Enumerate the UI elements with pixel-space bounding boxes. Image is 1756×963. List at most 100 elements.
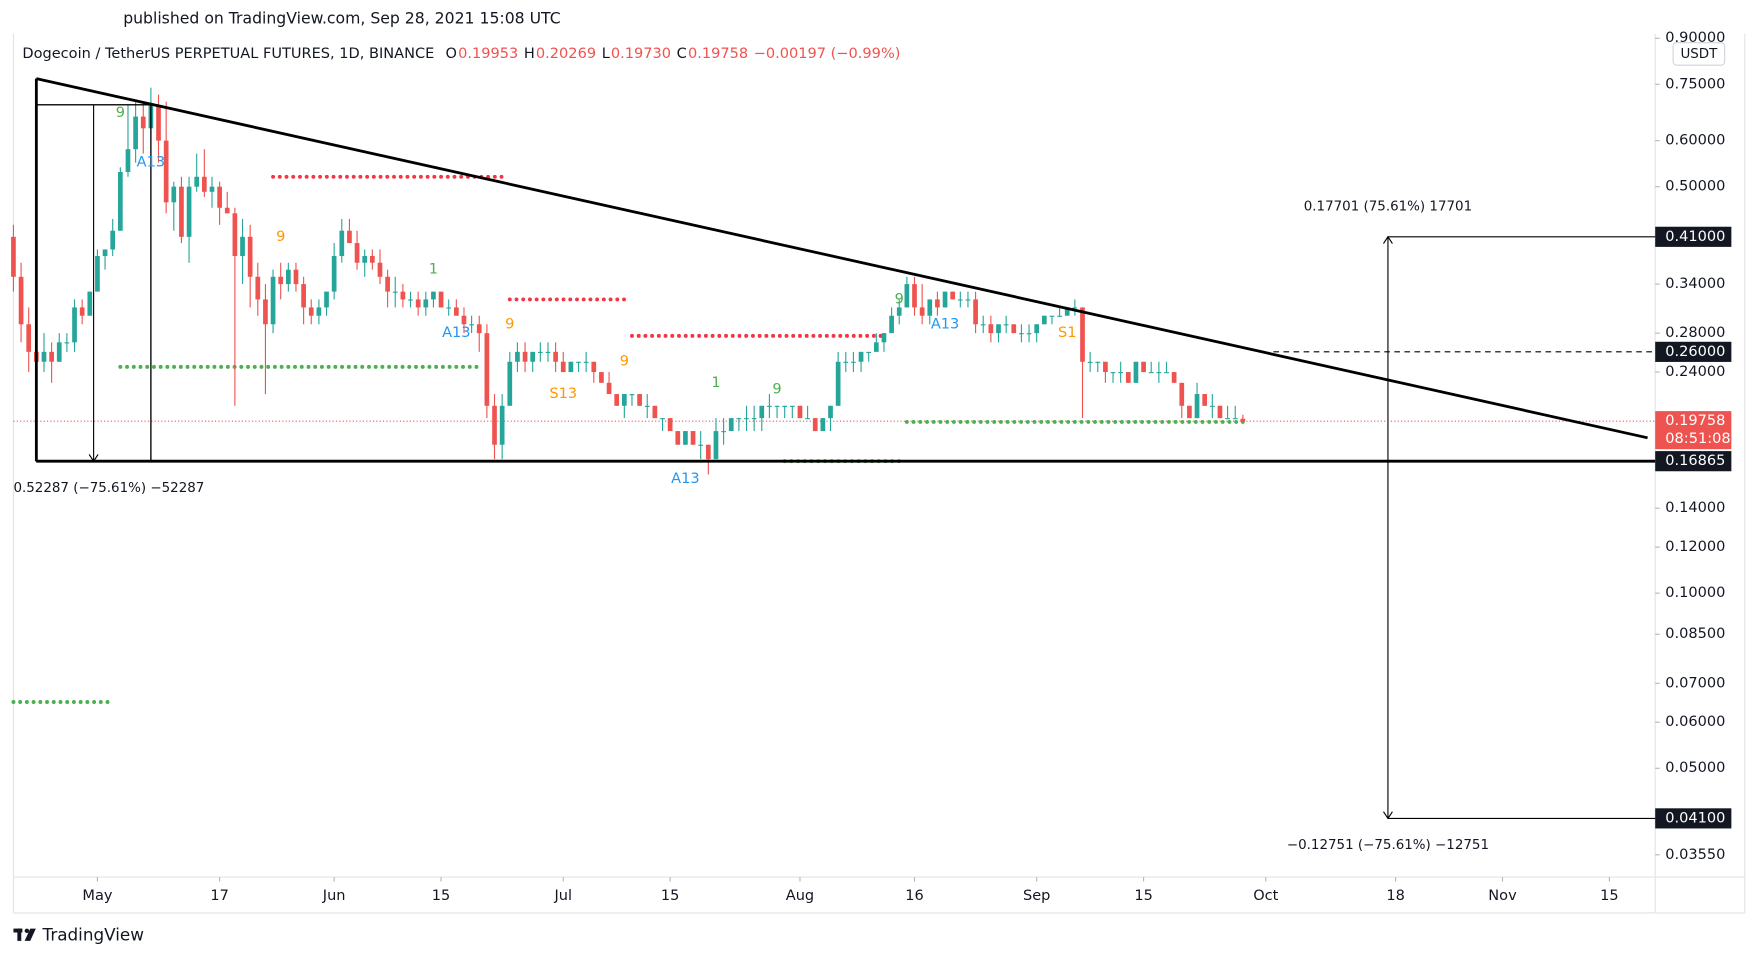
level-label-box <box>1655 226 1732 247</box>
level-label: 0.16865 <box>1665 452 1725 469</box>
candle-body <box>927 299 933 316</box>
y-tick-label: 0.12000 <box>1665 538 1725 555</box>
candle-body <box>957 299 963 301</box>
candle-body <box>683 431 688 445</box>
candle-body <box>980 324 986 326</box>
candle-body <box>996 324 1001 334</box>
plot: 9 A13 9 1 A13 9 S13 9 A13 1 9 9 A13 S1 <box>11 77 1656 820</box>
candle-body <box>1057 315 1062 317</box>
candle-body <box>896 307 902 316</box>
candle-body <box>1011 324 1017 334</box>
candle-body <box>537 351 543 353</box>
candle-body <box>194 176 200 187</box>
candle-body <box>835 361 841 406</box>
candle-body <box>285 269 291 285</box>
y-tick-label: 0.50000 <box>1665 178 1725 195</box>
candle-body <box>49 351 54 362</box>
x-tick-label: Oct <box>1253 887 1278 904</box>
candle-body <box>263 299 268 325</box>
candle-body <box>240 236 245 257</box>
candle-body <box>851 361 856 363</box>
candle-body <box>545 351 551 353</box>
x-tick-label: Aug <box>786 887 814 904</box>
candle-body <box>415 299 421 308</box>
x-tick-label: 15 <box>1600 887 1619 904</box>
level-label-box <box>1655 451 1732 472</box>
candle-body <box>522 351 528 362</box>
candle-body <box>392 291 398 293</box>
candle-body <box>64 342 70 344</box>
candle-body <box>1125 372 1131 383</box>
y-tick-label: 0.08500 <box>1665 625 1725 642</box>
candle-body <box>1110 372 1116 374</box>
candle-body <box>171 186 177 203</box>
candle-body <box>560 361 566 373</box>
x-tick-label: 15 <box>1134 887 1153 904</box>
candle-body <box>904 284 910 308</box>
candle-body <box>1148 372 1154 374</box>
candle-body <box>224 207 230 214</box>
candle-body <box>515 351 520 362</box>
candle-body <box>1133 361 1139 383</box>
candle-body <box>942 291 948 308</box>
candle-body <box>705 444 711 460</box>
candle-body <box>782 405 788 407</box>
candle-body <box>583 361 589 363</box>
candle-body <box>812 418 818 432</box>
level-label: 0.26000 <box>1665 343 1725 360</box>
candle-body <box>301 284 306 308</box>
candle-body <box>767 405 772 407</box>
candle-body <box>354 243 360 263</box>
candle-body <box>698 444 704 446</box>
x-tick-label: Jul <box>553 887 572 904</box>
currency: USDT <box>1680 47 1718 62</box>
candle-body <box>1080 307 1085 362</box>
candle-body <box>1072 307 1078 309</box>
x-tick-label: Nov <box>1488 887 1517 904</box>
candle-body <box>935 299 940 308</box>
td-annotation: 9 <box>772 380 781 397</box>
candle-body <box>102 249 108 257</box>
measure-arrowhead <box>88 454 99 463</box>
y-tick-label: 0.03550 <box>1665 846 1725 863</box>
candle-body <box>95 256 100 292</box>
legend-change: −0.00197 (−0.99%) <box>754 45 901 62</box>
candle-body <box>476 324 482 334</box>
candle-body <box>1187 405 1192 419</box>
candle-body <box>1019 333 1024 335</box>
candle-body <box>72 307 77 343</box>
candle-body <box>255 276 261 300</box>
candle-body <box>232 213 238 257</box>
candle-body <box>369 256 375 263</box>
level-label-box <box>1655 808 1732 829</box>
candle-body <box>1156 372 1162 374</box>
x-tick-label: Jun <box>322 887 346 904</box>
candle-body <box>744 418 749 420</box>
candle-body <box>805 418 810 420</box>
x-tick-label: Sep <box>1023 887 1050 904</box>
y-tick-label: 0.05000 <box>1665 759 1725 776</box>
y-tick-label: 0.14000 <box>1665 499 1725 516</box>
candle-body <box>247 236 253 277</box>
td-annotation: A13 <box>137 154 165 171</box>
candle-body <box>278 276 284 285</box>
candle-body <box>614 394 620 406</box>
candle-body <box>26 324 32 352</box>
td-annotation: A13 <box>931 315 959 332</box>
x-tick-label: May <box>82 887 112 904</box>
candle-body <box>713 431 719 460</box>
candle-body <box>1209 405 1215 407</box>
y-tick-label: 0.60000 <box>1665 132 1725 149</box>
candle-body <box>1232 418 1238 420</box>
candle-body <box>492 405 497 445</box>
td-annotation: 1 <box>429 261 438 278</box>
candle-body <box>919 307 925 316</box>
legend-key: C <box>677 45 687 62</box>
candle-body <box>637 394 642 406</box>
x-tick-label: 16 <box>905 887 924 904</box>
level-label: 0.41000 <box>1665 228 1725 245</box>
x-tick-label: 18 <box>1386 887 1405 904</box>
candle-body <box>736 418 742 420</box>
legend-value: 0.19730 <box>611 45 671 62</box>
candle-body <box>385 276 390 292</box>
